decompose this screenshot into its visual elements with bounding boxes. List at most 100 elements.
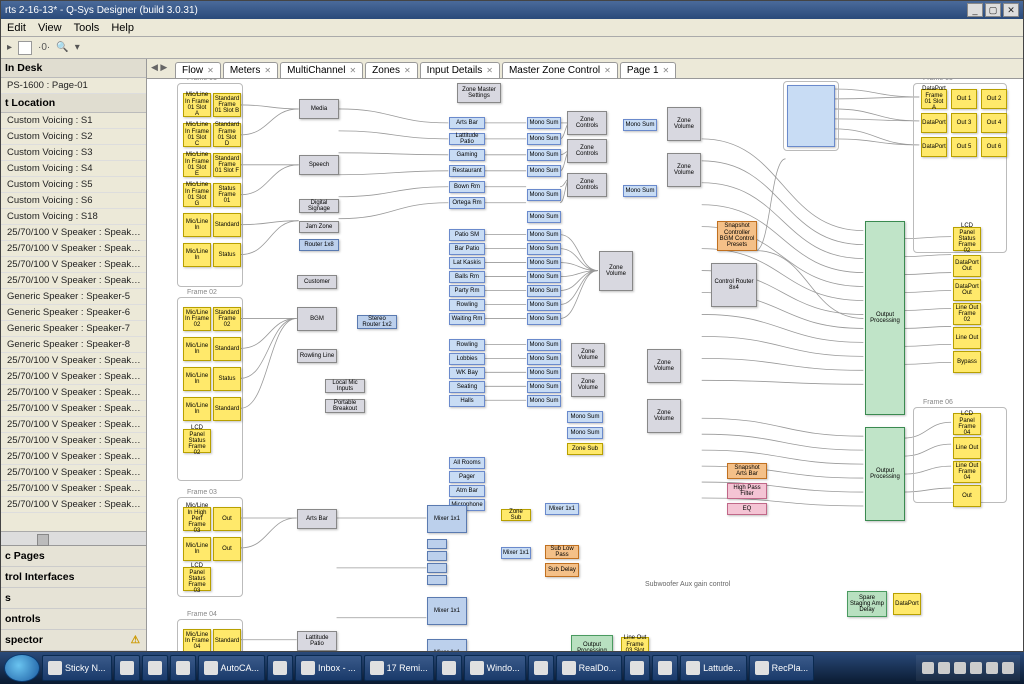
- tab-close-icon[interactable]: ✕: [207, 66, 214, 75]
- taskbar-button[interactable]: [114, 655, 140, 681]
- design-block[interactable]: Mic/Line In: [183, 397, 211, 421]
- left-list-item[interactable]: 25/70/100 V Speaker : Speaker-9: [1, 353, 146, 369]
- design-block[interactable]: Standard: [213, 213, 241, 237]
- left-section-header[interactable]: s: [1, 588, 146, 609]
- design-block[interactable]: Zone Volume: [647, 399, 681, 433]
- design-block[interactable]: Mono Sum: [527, 339, 561, 351]
- design-block[interactable]: Speech: [299, 155, 339, 175]
- design-block[interactable]: Media: [299, 99, 339, 119]
- taskbar-button[interactable]: [528, 655, 554, 681]
- tab-close-icon[interactable]: ✕: [486, 66, 493, 75]
- taskbar-button[interactable]: [624, 655, 650, 681]
- design-block[interactable]: Mono Sum: [527, 271, 561, 283]
- design-block[interactable]: DataPort: [921, 113, 947, 133]
- left-list-item[interactable]: Custom Voicing : S6: [1, 193, 146, 209]
- system-tray[interactable]: [916, 655, 1020, 681]
- left-list-item[interactable]: Custom Voicing : S5: [1, 177, 146, 193]
- taskbar-button[interactable]: Inbox - ...: [295, 655, 362, 681]
- design-block[interactable]: All Rooms: [449, 457, 485, 469]
- design-block[interactable]: Snapshot Controller BGM Control Presets: [717, 221, 757, 251]
- design-block[interactable]: Mono Sum: [623, 119, 657, 131]
- tray-icon[interactable]: [922, 662, 934, 674]
- taskbar-button[interactable]: Windo...: [464, 655, 526, 681]
- design-block[interactable]: LCD Panel Frame 04: [953, 413, 981, 435]
- design-block[interactable]: Out 3: [951, 113, 977, 133]
- dropdown-icon[interactable]: ▾: [75, 42, 80, 53]
- design-block[interactable]: Atm Bar: [449, 485, 485, 497]
- menu-tools[interactable]: Tools: [74, 22, 100, 34]
- design-block[interactable]: Status: [213, 367, 241, 391]
- left-section-header[interactable]: trol Interfaces: [1, 567, 146, 588]
- design-block[interactable]: Rowling: [449, 339, 485, 351]
- design-block[interactable]: Line Out Frame 03 Slot B: [621, 637, 649, 651]
- left-section-header[interactable]: spector: [1, 630, 146, 651]
- taskbar-button[interactable]: [142, 655, 168, 681]
- design-block[interactable]: Seating: [449, 381, 485, 393]
- left-section-header[interactable]: c Pages: [1, 546, 146, 567]
- menu-help[interactable]: Help: [111, 22, 134, 34]
- design-block[interactable]: Customer: [297, 275, 337, 289]
- design-block[interactable]: Sub Delay: [545, 563, 579, 577]
- design-block[interactable]: Party Rm: [449, 285, 485, 297]
- design-block[interactable]: Zone Volume: [647, 349, 681, 383]
- design-block[interactable]: Line Out Frame 02: [953, 303, 981, 325]
- taskbar-button[interactable]: RealDo...: [556, 655, 623, 681]
- design-block[interactable]: Zone Master Settings: [457, 83, 501, 103]
- design-block[interactable]: [427, 563, 447, 573]
- design-block[interactable]: Out: [953, 485, 981, 507]
- left-list-item[interactable]: 25/70/100 V Speaker : Speaker-11: [1, 385, 146, 401]
- design-block[interactable]: Mic/Line In: [183, 213, 211, 237]
- tab-close-icon[interactable]: ✕: [349, 66, 356, 75]
- design-block[interactable]: WK Bay: [449, 367, 485, 379]
- left-list-item[interactable]: 25/70/100 V Speaker : Speaker-4: [1, 273, 146, 289]
- maximize-button[interactable]: ▢: [985, 3, 1001, 17]
- design-block[interactable]: Mono Sum: [527, 133, 561, 145]
- design-block[interactable]: Standard Frame 02: [213, 307, 241, 331]
- design-block[interactable]: Mono Sum: [527, 165, 561, 177]
- taskbar-button[interactable]: Sticky N...: [42, 655, 112, 681]
- design-block[interactable]: [427, 551, 447, 561]
- design-block[interactable]: Mono Sum: [527, 149, 561, 161]
- design-block[interactable]: Mono Sum: [527, 285, 561, 297]
- design-block[interactable]: LCD Panel Status Frame 03: [183, 567, 211, 591]
- taskbar-button[interactable]: [267, 655, 293, 681]
- tab-close-icon[interactable]: ✕: [404, 66, 411, 75]
- design-block[interactable]: Mic/Line In: [183, 243, 211, 267]
- tab[interactable]: Input Details✕: [420, 62, 500, 78]
- design-block[interactable]: Portable Breakout: [325, 399, 365, 413]
- tab[interactable]: Page 1✕: [620, 62, 676, 78]
- design-block[interactable]: High Pass Filter: [727, 483, 767, 499]
- design-block[interactable]: Mic/Line In: [183, 337, 211, 361]
- left-list-item[interactable]: Generic Speaker : Speaker-7: [1, 321, 146, 337]
- design-block[interactable]: Mono Sum: [527, 313, 561, 325]
- design-block[interactable]: Out 1: [951, 89, 977, 109]
- design-block[interactable]: Restaurant: [449, 165, 485, 177]
- design-block[interactable]: Zone Sub: [501, 509, 531, 521]
- taskbar-button[interactable]: 17 Remi...: [364, 655, 434, 681]
- design-block[interactable]: Mixer 1x1: [501, 547, 531, 559]
- tab[interactable]: Master Zone Control✕: [502, 62, 618, 78]
- design-block[interactable]: Mono Sum: [527, 243, 561, 255]
- left-list-item[interactable]: 25/70/100 V Speaker : Speaker-16: [1, 465, 146, 481]
- design-block[interactable]: Local Mic Inputs: [325, 379, 365, 393]
- design-block[interactable]: Standard: [213, 337, 241, 361]
- design-block[interactable]: Stereo Router 1x2: [357, 315, 397, 329]
- design-block[interactable]: Zone Volume: [571, 343, 605, 367]
- design-block[interactable]: DataPort: [921, 137, 947, 157]
- design-block[interactable]: LCD Panel Status Frame 02: [183, 429, 211, 453]
- taskbar-button[interactable]: [652, 655, 678, 681]
- design-block[interactable]: Digital Signage: [299, 199, 339, 213]
- left-list-item[interactable]: 25/70/100 V Speaker : Speaker-12: [1, 401, 146, 417]
- design-block[interactable]: Mic/Line In: [183, 537, 211, 561]
- design-block[interactable]: Mono Sum: [527, 353, 561, 365]
- design-block[interactable]: Bypass: [953, 351, 981, 373]
- design-block[interactable]: Router 1x8: [299, 239, 339, 251]
- design-block[interactable]: DataPort Out: [953, 279, 981, 301]
- design-block[interactable]: Zone Sub: [567, 443, 603, 455]
- tray-icon[interactable]: [938, 662, 950, 674]
- design-block[interactable]: Output Processing: [865, 221, 905, 415]
- left-list-item[interactable]: 25/70/100 V Speaker : Speaker-15: [1, 449, 146, 465]
- design-block[interactable]: Rowling: [449, 299, 485, 311]
- start-button[interactable]: [4, 654, 40, 682]
- design-block[interactable]: Mono Sum: [527, 229, 561, 241]
